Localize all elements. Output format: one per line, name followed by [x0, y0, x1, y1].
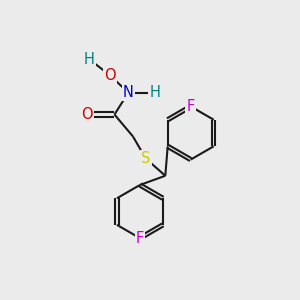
Text: F: F — [136, 231, 144, 246]
Text: H: H — [149, 85, 160, 100]
Text: H: H — [84, 52, 94, 67]
Text: O: O — [81, 107, 93, 122]
Text: N: N — [123, 85, 134, 100]
Text: S: S — [141, 151, 150, 166]
Text: O: O — [104, 68, 116, 83]
Text: F: F — [187, 99, 195, 114]
